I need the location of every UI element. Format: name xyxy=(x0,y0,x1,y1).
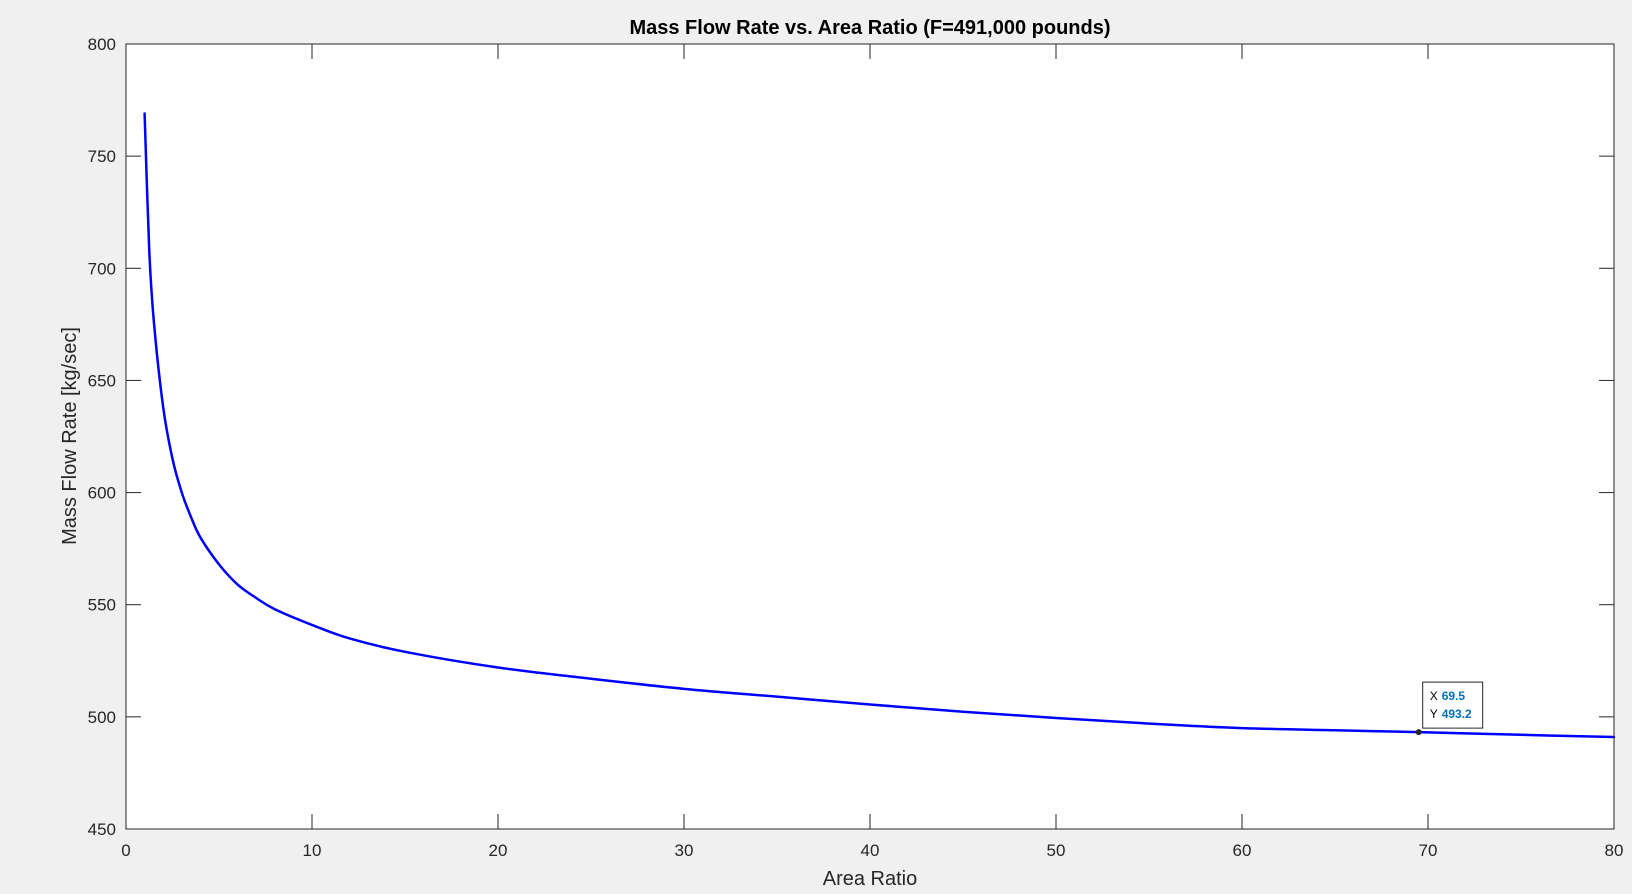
series-group xyxy=(143,112,1616,739)
x-tick-label: 10 xyxy=(303,841,322,860)
series-line xyxy=(143,112,1616,739)
x-axis-label: Area Ratio xyxy=(823,868,918,890)
datatip-y-value: 493.2 xyxy=(1442,707,1472,721)
x-tick-label: 20 xyxy=(489,841,508,860)
y-tick-label: 700 xyxy=(88,259,116,278)
y-axis: 450 500 550 600 650 700 750 800 xyxy=(88,35,1614,839)
datatip-y-label: Y xyxy=(1430,707,1438,721)
x-tick-label: 30 xyxy=(675,841,694,860)
y-tick-label: 550 xyxy=(88,596,116,615)
axes-box xyxy=(125,43,1615,830)
x-tick-label: 70 xyxy=(1419,841,1438,860)
y-tick-label: 450 xyxy=(88,820,116,839)
datatip-x-value: 69.5 xyxy=(1442,689,1466,703)
x-axis: 0 10 20 30 40 50 60 70 80 xyxy=(121,44,1623,860)
datatip-x-label: X xyxy=(1430,689,1438,703)
y-tick-label: 600 xyxy=(88,484,116,503)
plot-area xyxy=(126,44,1614,829)
y-tick-label: 500 xyxy=(88,708,116,727)
datatip-marker[interactable] xyxy=(1415,729,1422,736)
x-tick-label: 60 xyxy=(1233,841,1252,860)
y-axis-label: Mass Flow Rate [kg/sec] xyxy=(59,327,81,545)
x-tick-label: 50 xyxy=(1047,841,1066,860)
y-tick-label: 650 xyxy=(88,371,116,390)
chart-title: Mass Flow Rate vs. Area Ratio (F=491,000… xyxy=(629,17,1110,39)
datatip-box xyxy=(1422,681,1484,729)
x-tick-label: 0 xyxy=(121,841,130,860)
y-tick-label: 750 xyxy=(88,147,116,166)
y-tick-label: 800 xyxy=(88,35,116,54)
x-tick-label: 80 xyxy=(1605,841,1624,860)
x-tick-label: 40 xyxy=(861,841,880,860)
datatip[interactable]: X 69.5 Y 493.2 xyxy=(1415,681,1484,736)
